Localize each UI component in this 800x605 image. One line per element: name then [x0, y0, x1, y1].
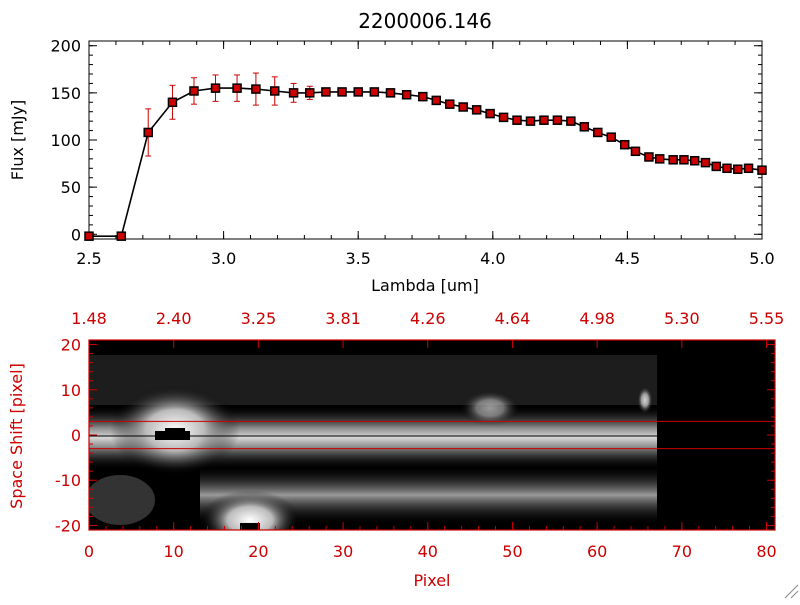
wavelength-tick-label: 4.26 [410, 309, 446, 328]
x-tick-label: 5.0 [749, 249, 774, 268]
spectrum-plot-frame [88, 40, 763, 240]
wavelength-tick-label: 3.25 [241, 309, 277, 328]
data-point [485, 108, 495, 119]
data-point [579, 122, 590, 132]
data-point [321, 87, 331, 97]
shift-tick-label: -10 [55, 471, 81, 490]
data-point [288, 88, 299, 98]
shift-tick-label: -20 [55, 516, 81, 535]
data-point [654, 154, 665, 164]
data-point [431, 95, 442, 106]
y-axis-label: Flux [mJy] [8, 100, 27, 181]
data-point [619, 139, 630, 150]
data-point [700, 157, 711, 168]
pixel-tick-label: 50 [502, 542, 522, 561]
y-tick-label: 50 [61, 178, 81, 197]
y-tick-label: 150 [50, 84, 81, 103]
pixel-tick-label: 40 [418, 542, 438, 561]
data-point [512, 115, 522, 125]
data-point [471, 105, 482, 115]
shift-tick-label: 0 [71, 426, 81, 445]
data-point [722, 163, 732, 174]
data-point [304, 88, 315, 98]
spectrum-series [84, 72, 767, 241]
y-tick-label: 100 [50, 131, 81, 150]
data-point [401, 89, 412, 100]
x-tick-label: 4.0 [480, 249, 505, 268]
wavelength-tick-label: 4.98 [579, 309, 615, 328]
data-point [210, 83, 221, 93]
image-pixels [89, 355, 657, 530]
slit-lines [89, 420, 775, 450]
data-point [566, 116, 576, 126]
data-point [679, 155, 689, 165]
shift-tick-label: 20 [61, 336, 81, 355]
pixel-tick-label: 70 [672, 542, 692, 561]
data-point [525, 116, 536, 126]
spectrum-ticks: 2.5 3.0 3.5 4.0 4.5 5.0 0 50 100 150 200 [50, 37, 774, 268]
y-tick-label: 200 [50, 37, 81, 56]
data-point [232, 83, 242, 93]
data-point [167, 97, 178, 108]
x-tick-label: 3.5 [345, 249, 370, 268]
data-point [143, 127, 153, 138]
data-point [757, 165, 767, 175]
x-tick-label: 4.5 [615, 249, 640, 268]
x-tick-label: 3.0 [211, 249, 236, 268]
x-axis-label: Lambda [um] [371, 276, 479, 295]
data-point [385, 88, 396, 98]
data-point [84, 231, 94, 241]
pixel-tick-label: 20 [248, 542, 268, 561]
wavelength-tick-label: 1.48 [71, 309, 107, 328]
data-point [418, 91, 428, 102]
shift-tick-label: 10 [61, 381, 81, 400]
data-point [668, 155, 678, 165]
slit-image-chart: 0 10 20 30 40 50 60 70 80 1.48 2.40 3.25 3.81 4.26 4.6… [7, 309, 784, 590]
data-point [644, 152, 654, 162]
data-point [539, 115, 549, 125]
wavelength-tick-label: 5.30 [664, 309, 700, 328]
data-point [251, 84, 261, 94]
heatmap-x-axis-label: Pixel [413, 571, 450, 590]
data-point [444, 99, 455, 109]
x-tick-label: 2.5 [76, 249, 101, 268]
pixel-tick-label: 10 [164, 542, 184, 561]
pixel-tick-label: 60 [587, 542, 607, 561]
spectrum-chart: 2200006.146 2.5 3.0 3.5 4.0 4.5 5.00501001502… [8, 9, 775, 295]
chart-title: 2200006.146 [358, 9, 492, 33]
data-point [269, 86, 280, 96]
data-point [593, 127, 603, 138]
data-point [458, 102, 468, 112]
pixel-tick-label: 30 [333, 542, 353, 561]
wavelength-tick-label: 5.55 [749, 309, 785, 328]
data-point [552, 115, 563, 125]
data-point [743, 163, 754, 174]
data-point [189, 86, 199, 96]
wavelength-tick-label: 2.40 [156, 309, 192, 328]
data-point [369, 87, 380, 97]
data-point [498, 112, 509, 123]
wavelength-tick-label: 4.64 [495, 309, 531, 328]
data-point [733, 164, 743, 174]
data-point [353, 87, 363, 97]
y-tick-label: 0 [71, 225, 81, 244]
pixel-tick-label: 0 [84, 542, 94, 561]
data-point [337, 87, 347, 97]
resize-grip-icon [784, 584, 799, 599]
image-ticks: 0 10 20 30 40 50 60 70 80 1.48 2.40 3.25 3.81 4.26 4.6… [55, 309, 784, 561]
data-point [689, 155, 700, 166]
pixel-tick-label: 80 [756, 542, 776, 561]
data-point [606, 132, 616, 142]
heatmap-y-axis-label: Space Shift [pixel] [7, 363, 26, 509]
data-point [116, 231, 127, 241]
wavelength-tick-label: 3.81 [325, 309, 361, 328]
data-point [630, 146, 641, 157]
data-point [711, 161, 721, 172]
